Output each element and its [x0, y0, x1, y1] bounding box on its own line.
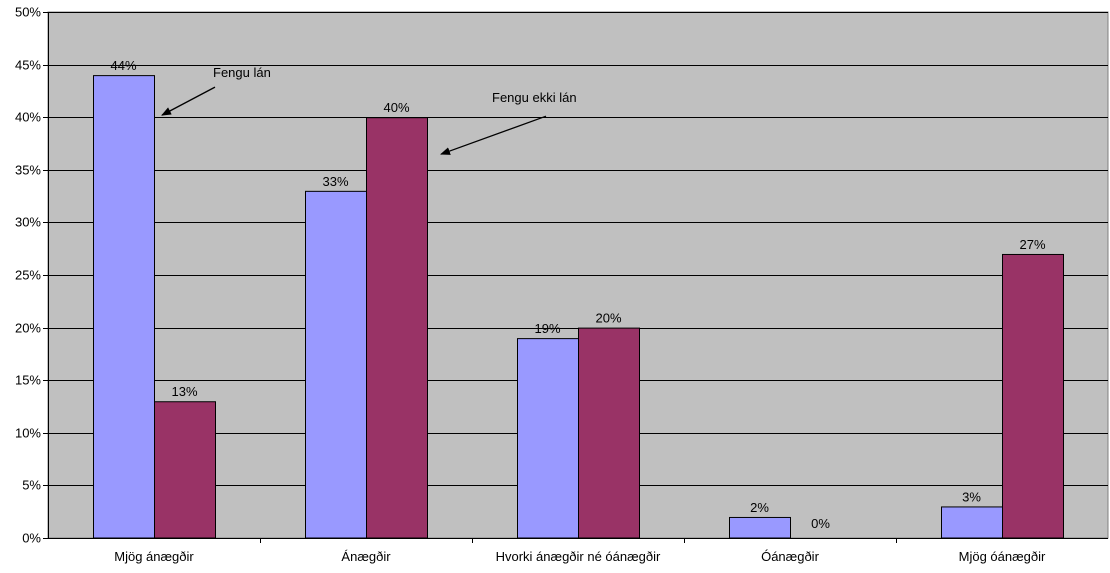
data-label: 20%: [595, 311, 621, 326]
y-tick-label: 25%: [15, 268, 41, 283]
y-tick-label: 45%: [15, 58, 41, 73]
data-label: 2%: [750, 500, 769, 515]
x-category-label: Mjög ánægðir: [114, 549, 194, 564]
x-category-label: Mjög óánægðir: [959, 549, 1046, 564]
y-tick-label: 5%: [22, 478, 41, 493]
y-tick-label: 0%: [22, 531, 41, 546]
y-tick-label: 40%: [15, 110, 41, 125]
bar-fengu-ekki-lan: [154, 401, 216, 539]
data-label: 33%: [322, 174, 348, 189]
annotation-arrow: [440, 115, 547, 155]
y-tick-label: 20%: [15, 321, 41, 336]
data-label: 13%: [171, 384, 197, 399]
y-tick-label: 50%: [15, 5, 41, 20]
bar-fengu-ekki-lan: [1002, 253, 1064, 539]
x-category-label: Ánægðir: [341, 549, 391, 564]
bar-fengu-ekki-lan: [366, 117, 428, 539]
annotation-label: Fengu ekki lán: [492, 90, 577, 105]
data-label: 0%: [811, 516, 830, 531]
y-tick-label: 35%: [15, 163, 41, 178]
bar-fengu-ekki-lan: [578, 327, 640, 539]
data-label: 19%: [534, 321, 560, 336]
annotation-label: Fengu lán: [213, 65, 271, 80]
data-label: 44%: [110, 58, 136, 73]
annotation-arrow: [161, 86, 216, 116]
x-category-label: Hvorki ánægðir né óánægðir: [496, 549, 661, 564]
y-tick-label: 30%: [15, 215, 41, 230]
bar-fengu-lan: [305, 190, 367, 539]
data-label: 27%: [1019, 237, 1045, 252]
bar-fengu-lan: [517, 338, 579, 539]
data-label: 40%: [383, 100, 409, 115]
bar-fengu-lan: [93, 75, 155, 539]
x-category-label: Óánægðir: [761, 549, 819, 564]
bar-fengu-lan: [941, 506, 1003, 539]
y-tick-label: 15%: [15, 373, 41, 388]
bar-fengu-lan: [729, 516, 791, 539]
data-label: 3%: [962, 489, 981, 504]
y-tick-label: 10%: [15, 426, 41, 441]
